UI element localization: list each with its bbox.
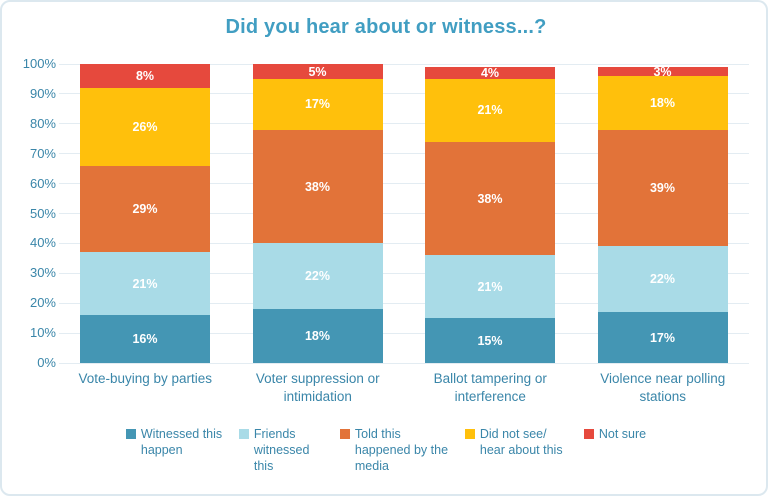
legend-swatch-icon [339, 429, 350, 439]
stacked-bar: 3% 18% 39% 22% 17% [597, 64, 728, 363]
legend-item: Not sure [583, 426, 647, 442]
legend-item: Told this happened by the media [339, 426, 451, 474]
bar-segment: 29% [80, 165, 210, 253]
bar-segment: 21% [425, 255, 555, 319]
bar-segment: 17% [252, 78, 383, 130]
gridline [59, 242, 749, 244]
data-label: 21% [477, 279, 503, 294]
bar-cell: 3% 18% 39% 22% 17% [577, 64, 750, 363]
x-axis-category-label: Violence near polling stations [600, 371, 726, 404]
gridline [59, 213, 749, 214]
bar-segment: 4% [425, 67, 555, 79]
gridline [59, 93, 749, 95]
y-axis-tick-label: 90% [29, 85, 56, 101]
data-label: 18% [649, 95, 676, 110]
bar-segment: 26% [80, 87, 210, 166]
bars-container: 8% 26% 29% 21% 16% 5% 17% 38% 22% 18% 4% 21% 38% 21% 1… [59, 64, 749, 363]
bar-segment: 39% [597, 129, 728, 247]
data-label: 17% [649, 330, 676, 345]
legend-label: Told this happened by the media [354, 427, 449, 473]
legend-label: Witnessed this happen [140, 427, 223, 457]
bar-segment: 22% [252, 243, 383, 310]
x-axis-labels: Vote-buying by parties Voter suppression … [59, 370, 749, 406]
data-label: 21% [477, 103, 503, 118]
gridline [59, 63, 749, 65]
legend-item: Witnessed this happen [125, 426, 225, 458]
data-label: 29% [132, 202, 158, 217]
y-axis-tick-label: 20% [29, 295, 56, 311]
bar-segment: 17% [597, 312, 728, 363]
legend: Witnessed this happen Friends witnessed t… [2, 426, 766, 474]
y-axis-tick-label: 0% [37, 355, 56, 370]
legend-label: Friends witnessed this [253, 427, 310, 473]
bar-cell: 8% 26% 29% 21% 16% [59, 64, 232, 363]
data-label: 39% [649, 181, 676, 196]
bar-segment: 22% [597, 246, 728, 313]
x-axis-category-label: Vote-buying by parties [78, 371, 213, 386]
bar-segment: 3% [597, 64, 728, 79]
bar-segment: 21% [80, 252, 210, 316]
x-axis-category-label: Ballot tampering or interference [433, 371, 547, 404]
data-label: 3% [653, 64, 672, 79]
gridline [59, 272, 749, 274]
legend-label: Did not see/ hear about this [479, 427, 563, 457]
legend-item: Friends witnessed this [238, 426, 326, 474]
bar-segment: 18% [252, 309, 383, 363]
y-axis-tick-label: 40% [29, 235, 56, 251]
data-label: 38% [304, 179, 331, 194]
data-label: 18% [304, 329, 331, 344]
y-axis-tick-label: 70% [29, 145, 56, 161]
gridline [59, 123, 749, 125]
data-label: 21% [132, 276, 158, 291]
stacked-bar: 8% 26% 29% 21% 16% [80, 64, 210, 363]
y-axis-tick-label: 60% [29, 175, 56, 191]
bar-segment: 8% [80, 64, 210, 88]
plot-area: 0% 10% 20% 30% 40% 50% 60% 70% 80% 90% 100% [23, 56, 749, 370]
y-axis-tick-label: 100% [22, 56, 56, 71]
bar-segment: 38% [425, 141, 555, 256]
data-label: 5% [308, 64, 327, 79]
chart-title: Did you hear about or witness...? [225, 16, 547, 38]
bar-cell: 4% 21% 38% 21% 15% [404, 64, 577, 363]
bar-segment: 21% [425, 78, 555, 142]
bar-cell: 5% 17% 38% 22% 18% [232, 64, 405, 363]
y-axis-tick-label: 80% [29, 115, 56, 131]
bar-segment: 5% [252, 64, 383, 79]
data-label: 22% [649, 272, 676, 287]
y-axis-tick-label: 50% [29, 205, 56, 221]
bar-segment: 15% [425, 318, 555, 363]
legend-swatch-icon [583, 429, 594, 439]
gridline [59, 362, 749, 364]
gridline [59, 153, 749, 155]
bar-segment: 18% [597, 75, 728, 130]
data-label: 15% [477, 333, 503, 348]
bar-segment: 16% [80, 315, 210, 363]
stacked-bar: 4% 21% 38% 21% 15% [425, 67, 555, 363]
bar-segment: 38% [252, 129, 383, 244]
y-axis-tick-label: 10% [29, 325, 56, 341]
y-axis-tick-label: 30% [29, 265, 56, 281]
data-label: 16% [132, 332, 158, 347]
stacked-bar: 5% 17% 38% 22% 18% [252, 64, 383, 363]
gridline [59, 332, 749, 334]
data-label: 4% [480, 66, 500, 81]
data-label: 38% [477, 191, 503, 206]
gridline [59, 183, 749, 185]
data-label: 22% [304, 269, 331, 284]
x-axis-category-label: Voter suppression or intimidation [255, 371, 380, 404]
legend-label: Not sure [598, 427, 647, 441]
data-label: 17% [304, 97, 331, 112]
gridline [59, 302, 749, 304]
data-label: 26% [132, 119, 158, 134]
data-label: 8% [135, 69, 155, 83]
legend-swatch-icon [125, 429, 136, 439]
legend-item: Did not see/ hear about this [464, 426, 570, 458]
legend-swatch-icon [464, 429, 475, 439]
legend-swatch-icon [238, 429, 249, 439]
